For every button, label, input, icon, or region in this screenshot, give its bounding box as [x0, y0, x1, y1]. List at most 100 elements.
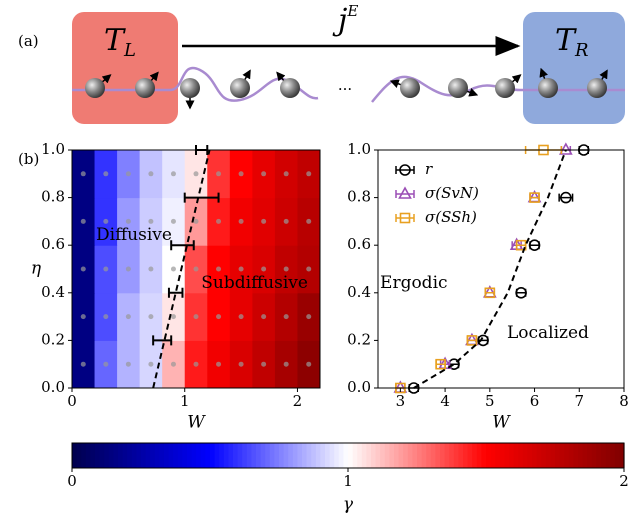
colorbar-segment [247, 443, 252, 468]
colorbar-segment [86, 443, 91, 468]
colorbar-tick-label: 1 [343, 472, 353, 490]
colorbar-segment [541, 443, 546, 468]
sample-dot [81, 171, 86, 176]
colorbar-segment [132, 443, 137, 468]
colorbar-segment [274, 443, 279, 468]
spin [538, 78, 558, 98]
x-tick-label: 7 [574, 392, 584, 410]
y-tick-label: 0.2 [41, 330, 65, 348]
colorbar-segment [339, 443, 344, 468]
colorbar-segment [477, 443, 482, 468]
colorbar-segment [500, 443, 505, 468]
sample-dot [148, 314, 153, 319]
x-tick-label: 8 [619, 392, 629, 410]
sample-dot [261, 362, 266, 367]
colorbar-segment [90, 443, 95, 468]
colorbar-segment [330, 443, 335, 468]
colorbar-segment [205, 443, 210, 468]
colorbar-segment [224, 443, 229, 468]
colorbar-segment [178, 443, 183, 468]
colorbar-segment [422, 443, 427, 468]
colorbar-segment [527, 443, 532, 468]
sample-dot [171, 362, 176, 367]
colorbar-segment [532, 443, 537, 468]
colorbar-segment [592, 443, 597, 468]
legend-label: r [425, 160, 433, 178]
spin [85, 78, 105, 98]
colorbar-segment [192, 443, 197, 468]
sample-dot [261, 314, 266, 319]
colorbar-segment [357, 443, 362, 468]
colorbar-segment [325, 443, 330, 468]
sample-dot [171, 219, 176, 224]
colorbar-segment [164, 443, 169, 468]
sample-dot [171, 314, 176, 319]
colorbar-segment [173, 443, 178, 468]
colorbar-segment [242, 443, 247, 468]
sample-dot [171, 171, 176, 176]
colorbar-segment [155, 443, 160, 468]
y-tick-label: 0.0 [41, 378, 65, 396]
sample-dot [216, 267, 221, 272]
colorbar-segment [316, 443, 321, 468]
spin [180, 78, 200, 98]
colorbar-segment [486, 443, 491, 468]
colorbar-segment [454, 443, 459, 468]
colorbar-segment [284, 443, 289, 468]
colorbar-segment [463, 443, 468, 468]
spin [280, 78, 300, 98]
error-bar [467, 336, 476, 344]
colorbar-segment [445, 443, 450, 468]
colorbar-segment [569, 443, 574, 468]
sample-dot [306, 219, 311, 224]
spin [135, 78, 155, 98]
legend-bar [396, 190, 414, 198]
sample-dot [81, 314, 86, 319]
spin [495, 78, 515, 98]
colorbar-segment [201, 443, 206, 468]
colorbar-segment [279, 443, 284, 468]
y-tick-label: 0.0 [347, 378, 371, 396]
colorbar-segment [615, 443, 620, 468]
colorbar-segment [146, 443, 151, 468]
sample-dot [103, 267, 108, 272]
colorbar-segment [109, 443, 114, 468]
colorbar-tick-label: 0 [67, 472, 77, 490]
legend-bar [396, 166, 414, 174]
colorbar-segment [560, 443, 565, 468]
sample-dot [81, 219, 86, 224]
panel-label: (b) [18, 150, 39, 168]
colorbar-segment [366, 443, 371, 468]
x-axis-label: W [492, 413, 511, 433]
sample-dot [148, 362, 153, 367]
colorbar-segment [150, 443, 155, 468]
colorbar-segment [238, 443, 243, 468]
colorbar-segment [389, 443, 394, 468]
legend-label: σ(SvN) [425, 184, 479, 202]
colorbar-segment [100, 443, 105, 468]
y-tick-label: 0.8 [347, 188, 371, 206]
y-tick-label: 0.2 [347, 330, 371, 348]
colorbar-segment [219, 443, 224, 468]
colorbar-segment [334, 443, 339, 468]
left-bath [72, 12, 178, 124]
colorbar-segment [440, 443, 445, 468]
sample-dot [239, 219, 244, 224]
colorbar-segment [261, 443, 266, 468]
sample-dot [103, 362, 108, 367]
colorbar-label: γ [343, 495, 354, 515]
sample-dot [239, 362, 244, 367]
sample-dot [103, 314, 108, 319]
colorbar-segment [182, 443, 187, 468]
colorbar-segment [514, 443, 519, 468]
colorbar-segment [251, 443, 256, 468]
sample-dot [216, 314, 221, 319]
x-tick-label: 6 [530, 392, 540, 410]
colorbar-segment [431, 443, 436, 468]
current-label: jE [332, 2, 358, 38]
y-tick-label: 0.4 [41, 283, 65, 301]
axes-frame [378, 150, 624, 388]
spin [400, 78, 420, 98]
colorbar-segment [320, 443, 325, 468]
colorbar-segment [596, 443, 601, 468]
